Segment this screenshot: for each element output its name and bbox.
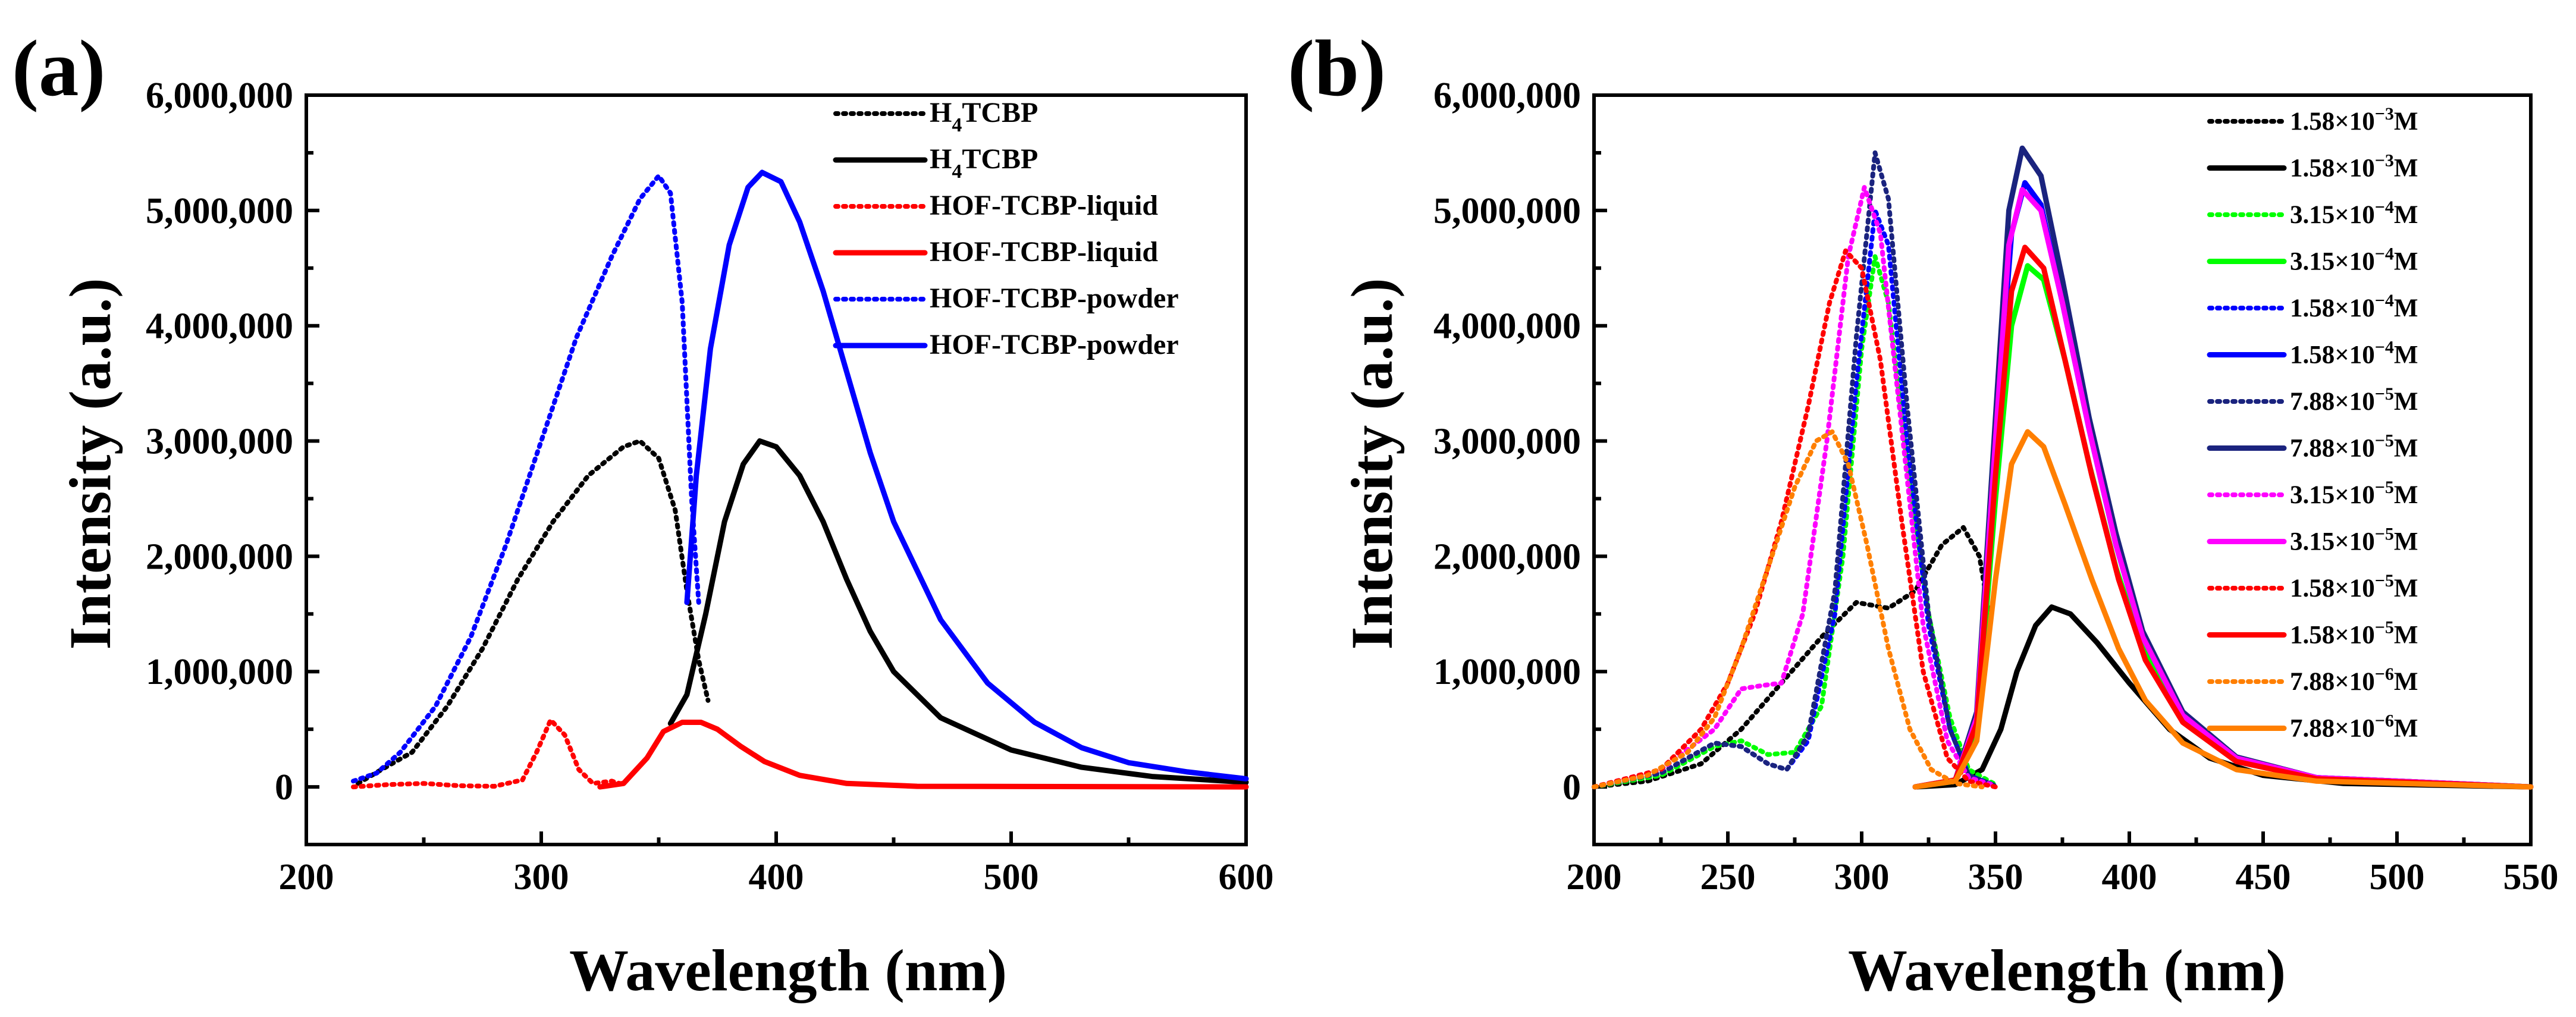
panel-a-x-tick-label: 300 — [514, 857, 569, 897]
panel-b-label: (b) — [1288, 24, 1386, 113]
panel-a-x-tick-label: 600 — [1219, 857, 1274, 897]
panel-b-legend-label: 7.88×10−6M — [2290, 664, 2418, 696]
panel-a-label: (a) — [12, 24, 105, 113]
panel-b-x-axis-title: Wavelength (nm) — [1848, 937, 2286, 1003]
panel-a-axes: 200 300 400 500 600 0 1,000,000 2,000,000 3,000,… — [146, 76, 1274, 897]
panel-b-y-tick-label: 1,000,000 — [1433, 652, 1581, 692]
panel-b-series-0-dotted — [1592, 525, 1993, 790]
panel-a-series-4-dotted — [351, 173, 701, 784]
panel-b-legend-label: 3.15×10−5M — [2290, 478, 2418, 509]
panel-a-y-tick-label: 6,000,000 — [146, 76, 293, 116]
panel-a-series-5-solid — [684, 170, 1249, 781]
panel-b-legend-label: 7.88×10−5M — [2290, 431, 2418, 463]
panel-b-legend-label: 3.15×10−4M — [2290, 244, 2418, 276]
panel-b-series-6-dotted — [1592, 150, 1998, 790]
panel-a-x-tick-label: 500 — [984, 857, 1039, 897]
panel-b-legend-label: 1.58×10−4M — [2290, 338, 2418, 369]
panel-b-y-tick-label: 6,000,000 — [1433, 76, 1581, 116]
panel-b-legend: 1.58×10−3M 1.58×10−3M 3.15×10−4M 3.15×10−4M… — [2207, 104, 2418, 743]
panel-b-x-tick-label: 350 — [1968, 857, 2023, 897]
panel-b-legend-label: 1.58×10−5M — [2290, 571, 2418, 602]
panel-a-series-3-solid — [597, 720, 1249, 790]
panel-b-series-13-solid — [1912, 429, 2534, 790]
panel-b-legend-label: 7.88×10−6M — [2290, 711, 2418, 743]
panel-b-legend-label: 1.58×10−4M — [2290, 291, 2418, 322]
panel-b-x-tick-label: 400 — [2102, 857, 2157, 897]
panel-a-y-tick-label: 1,000,000 — [146, 652, 293, 692]
panel-a: (a) 200 300 400 500 600 0 1,000,000 2,000,000 3,… — [12, 24, 1274, 1003]
panel-b-legend-label: 7.88×10−5M — [2290, 384, 2418, 416]
panel-a-y-tick-label: 5,000,000 — [146, 191, 293, 231]
panel-a-series — [351, 170, 1249, 790]
panel-b-series-11-solid — [1912, 244, 2534, 790]
panel-b-y-tick-label: 4,000,000 — [1433, 306, 1581, 347]
panel-b-x-tick-label: 500 — [2370, 857, 2425, 897]
panel-a-legend: H4TCBP H4TCBP HOF-TCBP-liquid HOF-TCBP-liqu… — [833, 97, 1179, 360]
panel-b-legend-label: 1.58×10−3M — [2290, 151, 2418, 183]
panel-b-y-axis-title: Intensity (a.u.) — [1339, 278, 1405, 649]
panel-b-legend-label: 3.15×10−4M — [2290, 197, 2418, 229]
panel-b-series-4-dotted — [1592, 208, 1998, 790]
panel-b-legend-label: 1.58×10−5M — [2290, 618, 2418, 649]
panel-b-legend-label: 1.58×10−3M — [2290, 104, 2418, 136]
panel-b-series — [1592, 145, 2534, 790]
panel-a-series-1-solid — [667, 438, 1249, 785]
panel-a-x-axis-title: Wavelength (nm) — [569, 937, 1007, 1003]
panel-a-legend-label: H4TCBP — [930, 143, 1038, 183]
panel-a-legend-label: HOF-TCBP-liquid — [930, 236, 1158, 268]
panel-b-series-8-dotted — [1592, 185, 1998, 790]
panel-a-x-tick-label: 200 — [279, 857, 334, 897]
panel-b-x-tick-label: 250 — [1700, 857, 1756, 897]
panel-a-y-tick-label: 0 — [275, 767, 293, 808]
panel-b: (b) 200 250 300 350 400 450 500 550 0 1,000,000 2,… — [1288, 24, 2559, 1003]
panel-b-x-tick-label: 200 — [1567, 857, 1622, 897]
panel-a-y-tick-label: 4,000,000 — [146, 306, 293, 347]
panel-a-y-tick-label: 2,000,000 — [146, 536, 293, 577]
panel-a-y-axis-title: Intensity (a.u.) — [57, 278, 123, 649]
panel-b-x-tick-label: 300 — [1834, 857, 1890, 897]
panel-b-y-tick-label: 0 — [1562, 767, 1581, 808]
panel-b-x-tick-label: 550 — [2503, 857, 2559, 897]
panel-b-y-tick-label: 3,000,000 — [1433, 422, 1581, 462]
panel-a-legend-label: HOF-TCBP-powder — [930, 329, 1179, 360]
panel-a-legend-label: HOF-TCBP-powder — [930, 282, 1179, 314]
panel-b-series-12-dotted — [1592, 429, 1985, 790]
panel-b-x-tick-label: 450 — [2236, 857, 2291, 897]
panel-b-legend-label: 3.15×10−5M — [2290, 525, 2418, 556]
panel-b-series-10-dotted — [1592, 248, 1998, 790]
panel-a-legend-label: H4TCBP — [930, 97, 1038, 136]
panel-b-axes: 200 250 300 350 400 450 500 550 0 1,000,000 2,000,… — [1433, 76, 2559, 897]
panel-b-y-tick-label: 2,000,000 — [1433, 536, 1581, 577]
panel-a-legend-label: HOF-TCBP-liquid — [930, 190, 1158, 221]
panel-a-series-0-dotted — [355, 438, 711, 786]
panel-a-x-tick-label: 400 — [749, 857, 804, 897]
panel-a-y-tick-label: 3,000,000 — [146, 422, 293, 462]
panel-a-series-2-dotted — [351, 717, 626, 790]
panel-b-y-tick-label: 5,000,000 — [1433, 191, 1581, 231]
